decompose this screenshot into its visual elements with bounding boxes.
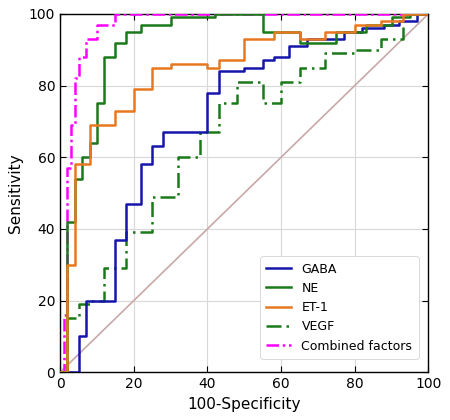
Y-axis label: Sensitivity: Sensitivity <box>9 153 23 233</box>
Legend: GABA, NE, ET-1, VEGF, Combined factors: GABA, NE, ET-1, VEGF, Combined factors <box>260 256 418 359</box>
X-axis label: 100-Specificity: 100-Specificity <box>188 396 301 412</box>
